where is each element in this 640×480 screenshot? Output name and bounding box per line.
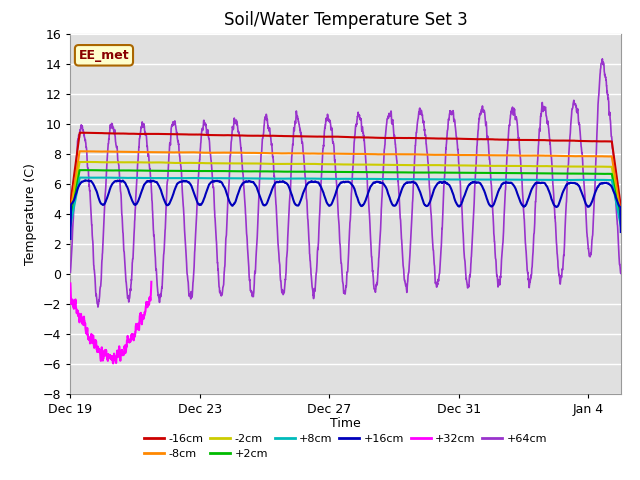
Title: Soil/Water Temperature Set 3: Soil/Water Temperature Set 3 bbox=[224, 11, 467, 29]
Legend: -16cm, -8cm, -2cm, +2cm, +8cm, +16cm, +32cm, +64cm: -16cm, -8cm, -2cm, +2cm, +8cm, +16cm, +3… bbox=[140, 429, 552, 464]
X-axis label: Time: Time bbox=[330, 417, 361, 430]
Text: EE_met: EE_met bbox=[79, 49, 129, 62]
Y-axis label: Temperature (C): Temperature (C) bbox=[24, 163, 37, 264]
